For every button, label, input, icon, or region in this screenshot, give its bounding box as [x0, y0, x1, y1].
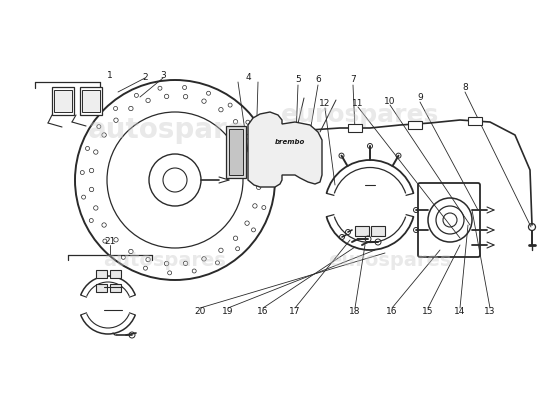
FancyBboxPatch shape: [109, 284, 120, 292]
FancyBboxPatch shape: [371, 226, 385, 236]
FancyBboxPatch shape: [348, 124, 362, 132]
Text: 7: 7: [350, 76, 356, 84]
FancyBboxPatch shape: [80, 87, 102, 115]
FancyBboxPatch shape: [418, 183, 480, 257]
Text: 6: 6: [315, 76, 321, 84]
FancyBboxPatch shape: [229, 129, 243, 175]
Text: 8: 8: [462, 84, 468, 92]
FancyBboxPatch shape: [82, 90, 100, 112]
FancyBboxPatch shape: [96, 270, 107, 278]
FancyBboxPatch shape: [226, 126, 246, 178]
Text: 1: 1: [107, 72, 113, 80]
Text: 15: 15: [422, 306, 434, 316]
Text: brembo: brembo: [275, 139, 305, 145]
FancyBboxPatch shape: [52, 87, 74, 115]
Text: 10: 10: [384, 96, 396, 106]
Text: 9: 9: [417, 94, 423, 102]
FancyBboxPatch shape: [408, 121, 422, 129]
Text: 14: 14: [454, 306, 466, 316]
Text: 16: 16: [257, 306, 269, 316]
Text: 3: 3: [160, 72, 166, 80]
Text: 13: 13: [484, 306, 496, 316]
Circle shape: [529, 224, 536, 230]
Text: 17: 17: [289, 306, 301, 316]
Text: eurospares: eurospares: [328, 250, 452, 270]
Text: eurospares: eurospares: [281, 103, 439, 127]
Text: 2: 2: [142, 72, 148, 82]
FancyBboxPatch shape: [468, 117, 482, 125]
Text: 21: 21: [104, 238, 116, 246]
Text: 19: 19: [222, 306, 234, 316]
Text: 20: 20: [194, 306, 206, 316]
FancyBboxPatch shape: [109, 270, 120, 278]
Text: 11: 11: [352, 98, 364, 108]
Text: 4: 4: [245, 72, 251, 82]
Text: 5: 5: [295, 76, 301, 84]
FancyBboxPatch shape: [54, 90, 72, 112]
Text: 16: 16: [386, 306, 398, 316]
Text: autospares: autospares: [103, 250, 227, 270]
FancyBboxPatch shape: [96, 284, 107, 292]
Text: 18: 18: [349, 306, 361, 316]
FancyBboxPatch shape: [355, 226, 369, 236]
Text: 12: 12: [320, 100, 331, 108]
Text: autospares: autospares: [87, 116, 262, 144]
Polygon shape: [248, 112, 322, 187]
